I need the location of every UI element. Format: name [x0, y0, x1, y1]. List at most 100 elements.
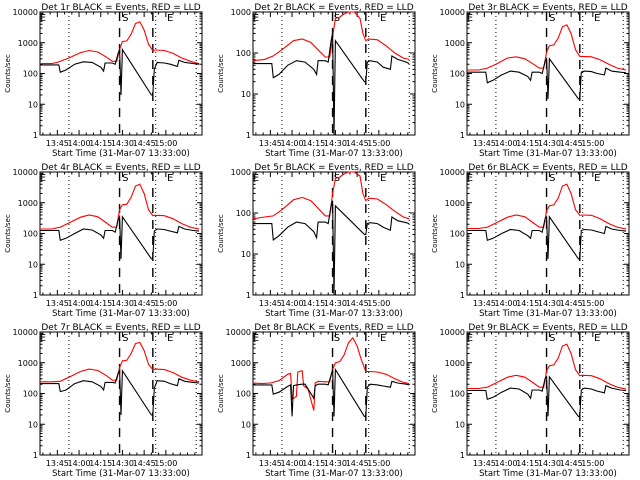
x-tick-label: 14:15	[516, 299, 539, 308]
x-tick-label: 13:45	[259, 459, 282, 468]
panel-title: Det 7r BLACK = Events, RED = LLD	[41, 323, 200, 333]
interval-marker-e: E	[594, 173, 600, 184]
interval-marker-e: E	[167, 333, 173, 344]
interval-marker-e: E	[253, 333, 259, 344]
interval-marker-s: S	[549, 13, 555, 24]
y-axis-label: Counts/sec	[4, 374, 12, 413]
series-events-line	[40, 47, 200, 96]
plot-frame	[39, 171, 203, 296]
interval-marker-e: E	[467, 13, 473, 24]
y-tick-label: 1	[246, 451, 251, 460]
interval-marker-e: E	[40, 173, 46, 184]
x-tick-label: 14:00	[495, 459, 518, 468]
series-lld-line	[467, 24, 627, 71]
x-tick-label: 14:15	[516, 459, 539, 468]
y-axis-label: Counts/sec	[217, 54, 225, 93]
interval-marker-e: E	[594, 13, 600, 24]
x-tick-label: 14:45	[560, 459, 583, 468]
x-tick-label: 14:30	[324, 139, 347, 148]
panel-det-7: Det 7r BLACK = Events, RED = LLD 1 10 100 10…	[4, 323, 203, 479]
interval-marker-e: E	[380, 173, 386, 184]
x-axis-label: Start Time (31-Mar-07 13:33:00)	[265, 149, 403, 159]
x-tick-label: 14:45	[346, 139, 369, 148]
y-tick-label: 10000	[440, 328, 465, 337]
series-lld-line	[252, 336, 410, 411]
x-tick-label: 15:00	[581, 299, 604, 308]
x-tick-label: 14:45	[560, 139, 583, 148]
y-tick-label: 100	[450, 230, 465, 239]
x-axis-label: Start Time (31-Mar-07 13:33:00)	[265, 309, 403, 319]
y-tick-label: 1	[246, 131, 251, 140]
x-axis-label: Start Time (31-Mar-07 13:33:00)	[52, 149, 190, 159]
y-tick-label: 10000	[440, 8, 465, 17]
x-axis-label: Start Time (31-Mar-07 13:33:00)	[52, 309, 190, 319]
y-tick-label: 1000	[445, 359, 465, 368]
x-tick-label: 14:00	[281, 299, 304, 308]
y-tick-label: 10	[455, 260, 465, 269]
series-events-line	[467, 215, 627, 260]
interval-marker-e: E	[380, 13, 386, 24]
y-tick-label: 1000	[231, 8, 251, 17]
y-tick-label: 1	[460, 131, 465, 140]
x-tick-label: 13:45	[473, 299, 496, 308]
y-tick-label: 10000	[226, 328, 251, 337]
x-tick-label: 15:00	[154, 299, 177, 308]
panel-det-8: Det 8r BLACK = Events, RED = LLD 1 10 100 10…	[217, 323, 416, 479]
y-tick-label: 10000	[440, 168, 465, 177]
y-tick-label: 100	[23, 390, 38, 399]
x-tick-label: 14:15	[302, 299, 325, 308]
x-tick-label: 14:30	[324, 299, 347, 308]
series-events-line	[253, 367, 410, 417]
y-axis-label: Counts/sec	[4, 214, 12, 253]
interval-marker-e: E	[380, 333, 386, 344]
x-tick-label: 14:15	[89, 459, 112, 468]
series-events-line	[253, 33, 410, 136]
x-tick-label: 14:00	[68, 139, 91, 148]
y-tick-label: 10	[241, 90, 251, 99]
x-tick-label: 14:30	[538, 299, 561, 308]
x-tick-label: 13:45	[46, 139, 69, 148]
plot-frame	[252, 331, 416, 456]
series-lld-line	[252, 11, 410, 62]
panel-det-5: Det 5r BLACK = Events, RED = LLD 1 10 100 10…	[217, 163, 416, 319]
interval-marker-e: E	[40, 13, 46, 24]
interval-marker-e: E	[167, 173, 173, 184]
y-axis-label: Counts/sec	[431, 214, 439, 253]
interval-marker-e: E	[253, 13, 259, 24]
y-tick-label: 10	[455, 100, 465, 109]
y-tick-label: 1	[33, 451, 38, 460]
panel-det-6: Det 6r BLACK = Events, RED = LLD 1 10 100 10…	[431, 163, 630, 319]
y-tick-label: 100	[236, 209, 251, 218]
y-tick-label: 100	[23, 230, 38, 239]
y-tick-label: 1000	[18, 359, 38, 368]
interval-marker-s: S	[122, 333, 128, 344]
x-axis-label: Start Time (31-Mar-07 13:33:00)	[265, 469, 403, 479]
x-tick-label: 14:30	[111, 299, 134, 308]
x-tick-label: 14:15	[89, 299, 112, 308]
y-tick-label: 1000	[445, 39, 465, 48]
interval-marker-e: E	[467, 333, 473, 344]
y-tick-label: 1	[460, 451, 465, 460]
x-tick-label: 14:00	[495, 139, 518, 148]
y-tick-label: 10000	[13, 328, 38, 337]
y-tick-label: 100	[450, 70, 465, 79]
x-tick-label: 14:30	[538, 459, 561, 468]
panel-title: Det 9r BLACK = Events, RED = LLD	[468, 323, 627, 333]
panel-det-4: Det 4r BLACK = Events, RED = LLD 1 10 100 10…	[4, 163, 203, 319]
x-tick-label: 14:15	[516, 139, 539, 148]
y-tick-label: 1000	[445, 199, 465, 208]
x-tick-label: 15:00	[154, 459, 177, 468]
x-tick-label: 14:15	[89, 139, 112, 148]
x-tick-label: 14:45	[133, 459, 156, 468]
series-lld-line	[40, 21, 200, 65]
y-axis-label: Counts/sec	[217, 214, 225, 253]
panel-title: Det 1r BLACK = Events, RED = LLD	[41, 3, 200, 13]
y-tick-label: 1000	[18, 199, 38, 208]
y-axis-label: Counts/sec	[4, 54, 12, 93]
series-lld-line	[467, 183, 627, 230]
x-tick-label: 14:45	[560, 299, 583, 308]
y-tick-label: 10	[28, 260, 38, 269]
y-tick-label: 1	[246, 291, 251, 300]
x-tick-label: 14:45	[133, 299, 156, 308]
